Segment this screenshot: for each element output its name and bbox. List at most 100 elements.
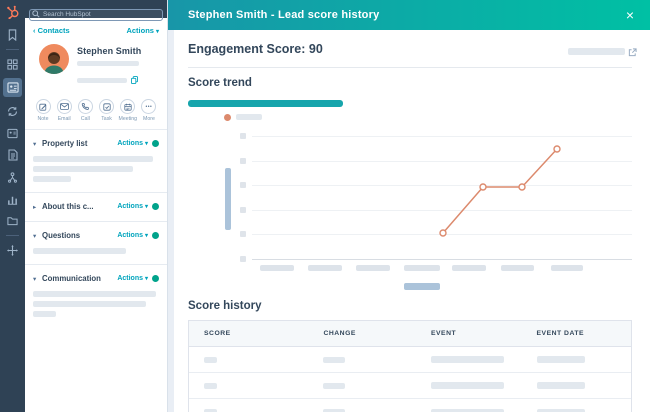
score-history-table: SCORE CHANGE EVENT EVENT DATE [188,320,632,412]
status-dot [152,275,159,282]
sync-icon[interactable] [0,100,25,122]
more-button[interactable]: ••• More [140,99,158,122]
global-search[interactable] [29,3,163,21]
external-link-icon[interactable] [628,44,637,62]
contact-panel-header: ‹ Contacts Actions ▾ [25,18,167,39]
status-dot [152,140,159,147]
y-tick-placeholder [240,133,246,139]
task-button[interactable]: Task [98,99,116,122]
x-tick-placeholder [404,265,440,271]
copy-icon[interactable] [131,71,138,89]
chart-gridline [252,185,632,186]
score-history-heading: Score history [188,300,262,312]
close-icon[interactable]: × [625,7,634,23]
sidebar-divider [6,49,19,50]
bookmark-icon[interactable] [0,24,25,46]
section-actions-dropdown[interactable]: Actions ▾ [117,275,148,282]
y-tick-placeholder [240,231,246,237]
contact-profile: Stephen Smith [25,39,167,91]
section-content-placeholders [33,248,159,254]
y-tick-placeholder [240,182,246,188]
section-questions: ▾ Questions Actions ▾ [25,222,167,265]
section-questions-header[interactable]: ▾ Questions Actions ▾ [33,231,159,240]
page-background-strip [168,30,174,412]
table-row [189,347,631,373]
contact-card-icon[interactable] [0,122,25,144]
section-actions-dropdown[interactable]: Actions ▾ [117,140,148,147]
column-header-score: SCORE [204,330,231,337]
x-tick-placeholder [501,265,534,271]
table-header-row: SCORE CHANGE EVENT EVENT DATE [189,321,631,347]
chart-gridline [252,210,632,211]
record-link-placeholder [568,48,625,55]
section-property-list: ▾ Property list Actions ▾ [25,130,167,193]
modal-title: Stephen Smith - Lead score history [188,9,380,21]
email-button[interactable]: Email [55,99,73,122]
call-button[interactable]: Call [76,99,94,122]
email-icon [56,99,72,114]
main-nav-sidebar [0,0,25,412]
lead-score-history-modal: Stephen Smith - Lead score history × Eng… [168,0,650,412]
column-header-event: EVENT [430,330,457,337]
move-icon[interactable] [0,239,25,261]
grid-icon[interactable] [0,53,25,75]
ellipsis-icon: ••• [141,99,157,114]
legend-marker-icon [224,114,231,121]
search-icon [32,5,40,23]
back-to-contacts-link[interactable]: ‹ Contacts [33,26,70,35]
document-icon[interactable] [0,144,25,166]
modal-header: Stephen Smith - Lead score history × [168,0,650,30]
y-tick-placeholder [240,256,246,262]
task-icon [99,99,115,114]
x-tick-placeholder [452,265,486,271]
phone-icon [77,99,93,114]
section-actions-dropdown[interactable]: Actions ▾ [117,203,148,210]
calendar-icon [120,99,136,114]
contact-detail-placeholder [77,77,127,83]
chevron-down-icon: ▾ [144,233,148,239]
y-tick-placeholder [240,207,246,213]
x-tick-placeholder [551,265,583,271]
status-dot [152,203,159,210]
bar-chart-icon[interactable] [0,188,25,210]
x-tick-placeholder [308,265,342,271]
contact-actions-dropdown[interactable]: Actions ▾ [126,26,159,35]
chevron-down-icon: ▾ [33,232,37,240]
chart-axis-line [252,259,632,260]
x-tick-placeholder [356,265,390,271]
legend-label-placeholder [236,114,262,120]
folder-icon[interactable] [0,210,25,232]
sitemap-icon[interactable] [0,166,25,188]
status-dot [152,232,159,239]
chart-gridline [252,136,632,137]
contacts-icon[interactable] [3,78,22,97]
engagement-score-heading: Engagement Score: 90 [188,42,323,56]
sidebar-divider [6,235,19,236]
y-tick-placeholder [240,158,246,164]
chevron-down-icon: ▾ [144,204,148,210]
score-trend-line-chart [439,145,561,237]
chart-gridline [252,161,632,162]
score-progress-bar [188,100,343,107]
contact-name: Stephen Smith [77,46,142,56]
meeting-button[interactable]: Meeting [119,99,137,122]
chevron-down-icon: ▾ [155,29,159,35]
section-communication-header[interactable]: ▾ Communication Actions ▾ [33,274,159,283]
note-button[interactable]: Note [34,99,52,122]
section-about-header[interactable]: ▸ About this c... Actions ▾ [33,202,159,211]
top-nav-bar [25,0,167,21]
section-property-list-header[interactable]: ▾ Property list Actions ▾ [33,139,159,148]
chevron-right-icon: ▸ [33,203,37,211]
chevron-down-icon: ▾ [144,141,148,147]
search-input[interactable] [29,8,163,21]
table-row [189,373,631,399]
contact-record-panel: ‹ Contacts Actions▾ Stephen Smith [25,0,168,412]
table-row [189,399,631,412]
hubspot-logo-icon[interactable] [0,0,25,24]
column-header-event-date: EVENT DATE [536,330,585,337]
section-communication: ▾ Communication Actions ▾ [25,265,167,327]
x-tick-placeholder [260,265,294,271]
section-actions-dropdown[interactable]: Actions ▾ [117,232,148,239]
divider [188,67,632,68]
